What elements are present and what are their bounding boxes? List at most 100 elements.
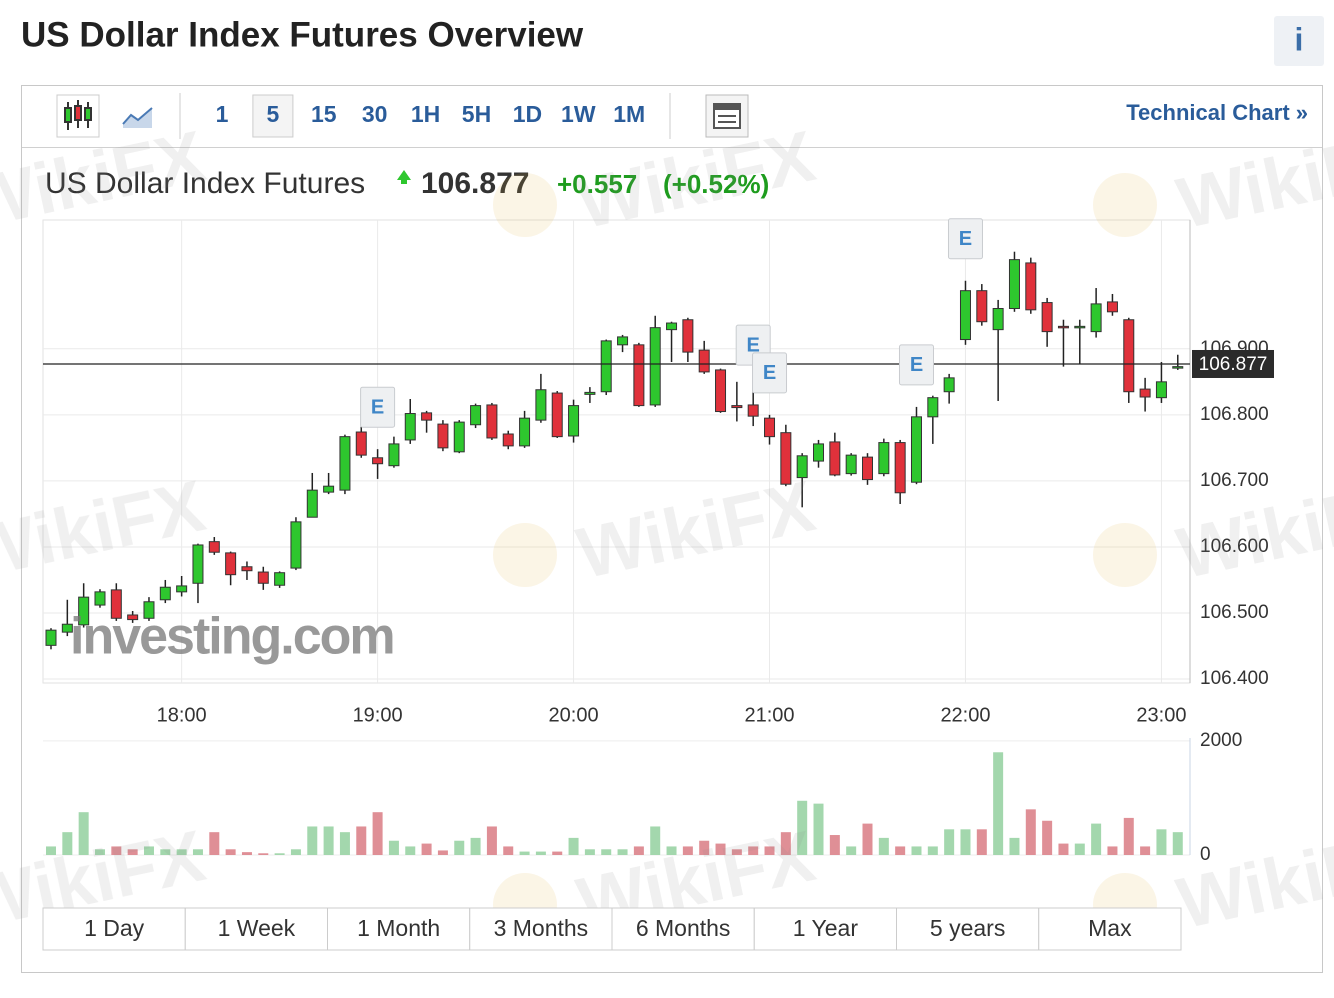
candle-body bbox=[225, 552, 237, 576]
candle-body bbox=[698, 349, 710, 373]
x-tick-label: 21:00 bbox=[744, 704, 794, 726]
candle-body bbox=[1074, 325, 1086, 329]
candle-body bbox=[992, 308, 1004, 331]
volume-bar bbox=[388, 840, 399, 855]
x-tick-label: 22:00 bbox=[940, 704, 990, 726]
volume-bar bbox=[895, 846, 906, 855]
candle-body bbox=[110, 589, 122, 619]
candle-body bbox=[143, 601, 155, 619]
last-price: 106.877 bbox=[421, 167, 529, 200]
volume-bar bbox=[535, 851, 546, 855]
watermark-logo bbox=[1093, 523, 1157, 587]
volume-bar bbox=[46, 846, 56, 855]
candle-body bbox=[519, 417, 531, 447]
candle-body bbox=[78, 596, 90, 626]
range-button[interactable] bbox=[469, 907, 613, 951]
candle-body bbox=[176, 585, 188, 593]
volume-bar bbox=[225, 849, 236, 855]
volume-bar bbox=[568, 837, 579, 855]
volume-bar bbox=[176, 849, 187, 855]
range-button[interactable] bbox=[42, 907, 186, 951]
interval-button[interactable]: 15 bbox=[311, 101, 337, 127]
candle-body bbox=[274, 572, 286, 586]
candle-body bbox=[1172, 366, 1184, 369]
interval-button[interactable]: 1H bbox=[411, 101, 440, 127]
watermark-text: WikiFX bbox=[1171, 116, 1334, 244]
info-button[interactable] bbox=[1274, 16, 1324, 66]
candle-body bbox=[421, 412, 433, 421]
range-label: 5 years bbox=[930, 915, 1005, 941]
candle-body bbox=[1041, 302, 1053, 333]
candle-body bbox=[584, 391, 596, 395]
range-label: 1 Year bbox=[793, 915, 859, 941]
instrument-name: US Dollar Index Futures bbox=[45, 167, 365, 200]
watermark-logo bbox=[1093, 173, 1157, 237]
interval-button[interactable]: 1M bbox=[613, 101, 645, 127]
event-marker[interactable] bbox=[752, 352, 788, 394]
candle-body bbox=[862, 456, 873, 481]
event-label: E bbox=[371, 396, 384, 418]
event-marker[interactable] bbox=[360, 386, 396, 428]
volume-bar bbox=[274, 853, 285, 855]
event-label: E bbox=[747, 334, 760, 356]
volume-bar bbox=[976, 829, 987, 855]
interval-button[interactable]: 1W bbox=[561, 101, 596, 127]
x-tick-label: 18:00 bbox=[157, 704, 207, 726]
volume-bar bbox=[715, 843, 726, 855]
volume-bar bbox=[437, 850, 448, 855]
interval-button[interactable]: 1 bbox=[216, 101, 229, 127]
candle-body bbox=[372, 457, 384, 465]
candle-body bbox=[943, 377, 955, 393]
calendar-button[interactable] bbox=[705, 94, 749, 138]
range-button[interactable] bbox=[184, 907, 328, 951]
candle-body bbox=[94, 591, 106, 606]
candle-body bbox=[486, 404, 498, 439]
volume-bar bbox=[813, 803, 824, 855]
candle-body bbox=[192, 544, 204, 584]
range-label: 1 Week bbox=[218, 915, 296, 941]
candle-body bbox=[551, 392, 563, 438]
interval-button[interactable]: 1D bbox=[513, 101, 542, 127]
candle-body bbox=[959, 290, 971, 341]
candle-body bbox=[731, 405, 743, 409]
volume-tick-label: 0 bbox=[1200, 844, 1211, 865]
selected-interval bbox=[252, 94, 294, 138]
candle-body bbox=[453, 421, 465, 453]
volume-bar bbox=[1025, 809, 1036, 855]
volume-bar bbox=[241, 852, 252, 855]
range-label: 1 Day bbox=[84, 915, 145, 941]
interval-button[interactable]: 30 bbox=[362, 101, 388, 127]
interval-button[interactable]: 5 bbox=[267, 101, 280, 127]
volume-bar bbox=[209, 832, 220, 855]
range-button[interactable] bbox=[1038, 907, 1182, 951]
range-label: 3 Months bbox=[494, 915, 589, 941]
watermark-logo bbox=[493, 173, 557, 237]
candle-body bbox=[339, 436, 351, 491]
volume-bar bbox=[127, 849, 138, 855]
volume-bar bbox=[1107, 846, 1118, 855]
volume-bar bbox=[927, 846, 938, 855]
percent-change: (+0.52%) bbox=[663, 169, 769, 199]
range-button[interactable] bbox=[753, 907, 897, 951]
volume-bar bbox=[764, 846, 775, 855]
candle-body bbox=[649, 327, 661, 406]
volume-bar bbox=[1074, 843, 1085, 855]
candle-body bbox=[1090, 303, 1102, 333]
technical-chart-link[interactable]: Technical Chart » bbox=[1126, 100, 1308, 125]
line-icon-button[interactable] bbox=[116, 95, 158, 137]
event-marker[interactable] bbox=[898, 344, 934, 386]
candle-body bbox=[257, 571, 269, 584]
volume-bar bbox=[470, 837, 481, 855]
volume-bar bbox=[666, 846, 677, 855]
range-label: 6 Months bbox=[636, 915, 731, 941]
range-button[interactable] bbox=[896, 907, 1040, 951]
event-marker[interactable] bbox=[947, 218, 983, 260]
candle-body bbox=[388, 443, 400, 467]
frame bbox=[21, 85, 1323, 973]
interval-button[interactable]: 5H bbox=[462, 101, 491, 127]
volume-bar bbox=[748, 846, 759, 855]
volume-bar bbox=[290, 849, 301, 855]
range-button[interactable] bbox=[611, 907, 755, 951]
volume-bar bbox=[1009, 837, 1020, 855]
